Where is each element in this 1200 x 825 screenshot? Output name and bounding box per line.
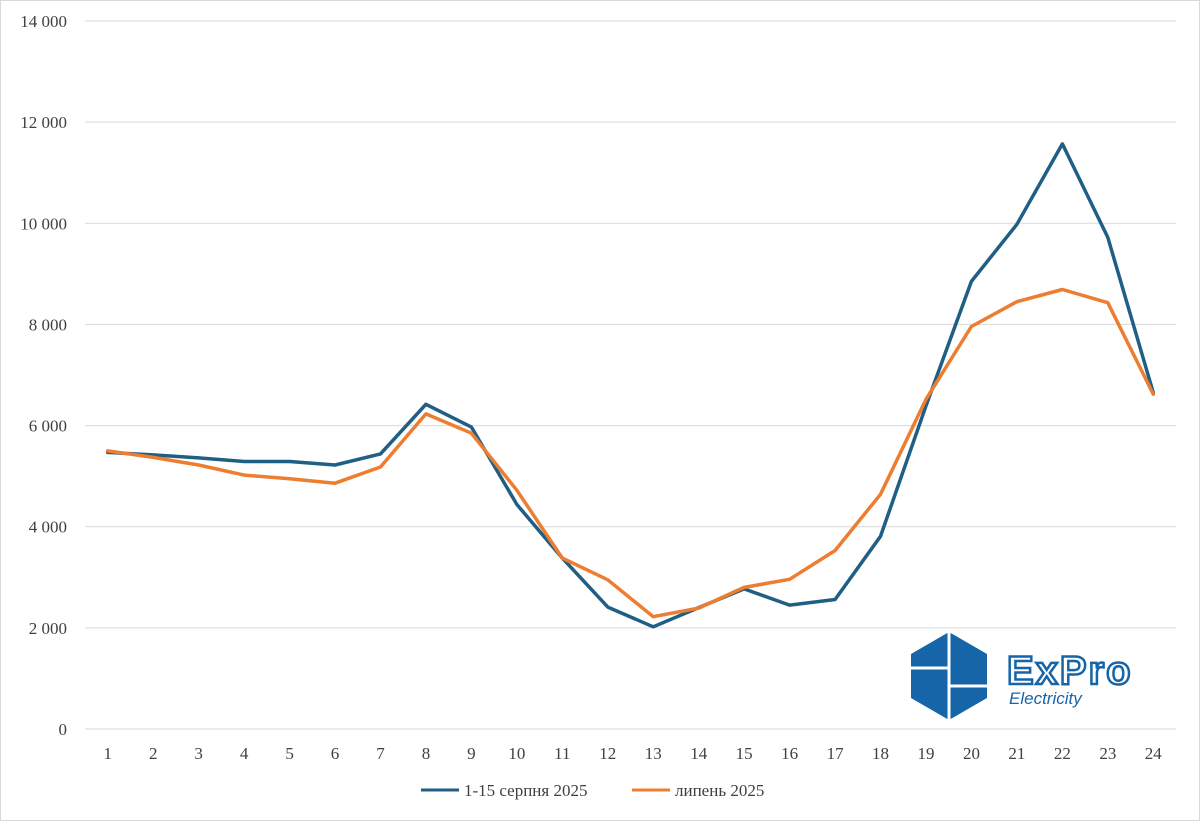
x-tick-label: 17 (827, 744, 845, 763)
x-tick-label: 21 (1008, 744, 1025, 763)
y-axis-ticks: 0 2 000 4 000 6 000 8 000 10 000 12 000 14 000 (20, 12, 67, 739)
y-tick-label: 0 (59, 720, 68, 739)
gridlines (85, 20, 1176, 730)
x-tick-label: 24 (1145, 744, 1163, 763)
x-tick-label: 10 (508, 744, 525, 763)
x-tick-label: 4 (240, 744, 249, 763)
y-tick-label: 6 000 (29, 417, 67, 436)
y-tick-label: 4 000 (29, 518, 67, 537)
x-tick-label: 5 (285, 744, 294, 763)
x-tick-label: 23 (1099, 744, 1116, 763)
x-tick-label: 9 (467, 744, 476, 763)
x-axis-ticks: 1 2 3 4 5 6 7 8 9 10 11 12 13 14 15 16 17 18 19 20 21 22 23 24 (103, 744, 1162, 763)
legend-label-series-1: 1-15 серпня 2025 (464, 781, 587, 800)
series-line-1 (105, 142, 1156, 629)
x-tick-label: 12 (599, 744, 616, 763)
y-tick-label: 10 000 (20, 214, 67, 233)
expro-logo: ExPro Electricity (911, 632, 1133, 720)
series-line-2 (105, 287, 1156, 619)
legend-label-series-2: липень 2025 (675, 781, 764, 800)
y-tick-label: 8 000 (29, 315, 67, 334)
x-tick-label: 3 (194, 744, 203, 763)
y-tick-label: 14 000 (20, 12, 67, 31)
x-tick-label: 19 (917, 744, 934, 763)
x-tick-label: 15 (736, 744, 753, 763)
x-tick-label: 13 (645, 744, 662, 763)
x-tick-label: 2 (149, 744, 158, 763)
y-tick-label: 12 000 (20, 113, 67, 132)
x-tick-label: 8 (422, 744, 431, 763)
x-tick-label: 7 (376, 744, 385, 763)
x-tick-label: 16 (781, 744, 798, 763)
x-tick-label: 18 (872, 744, 889, 763)
x-tick-label: 20 (963, 744, 980, 763)
x-tick-label: 22 (1054, 744, 1071, 763)
series-lines (105, 142, 1156, 629)
y-tick-label: 2 000 (29, 619, 67, 638)
logo-tagline: Electricity (1009, 689, 1083, 708)
legend-item-series-2: липень 2025 (632, 781, 764, 800)
x-tick-label: 6 (331, 744, 340, 763)
logo-name: ExPro (1007, 649, 1133, 693)
x-tick-label: 11 (554, 744, 570, 763)
legend: 1-15 серпня 2025 липень 2025 (421, 781, 764, 800)
legend-item-series-1: 1-15 серпня 2025 (421, 781, 587, 800)
x-tick-label: 1 (103, 744, 112, 763)
x-tick-label: 14 (690, 744, 708, 763)
